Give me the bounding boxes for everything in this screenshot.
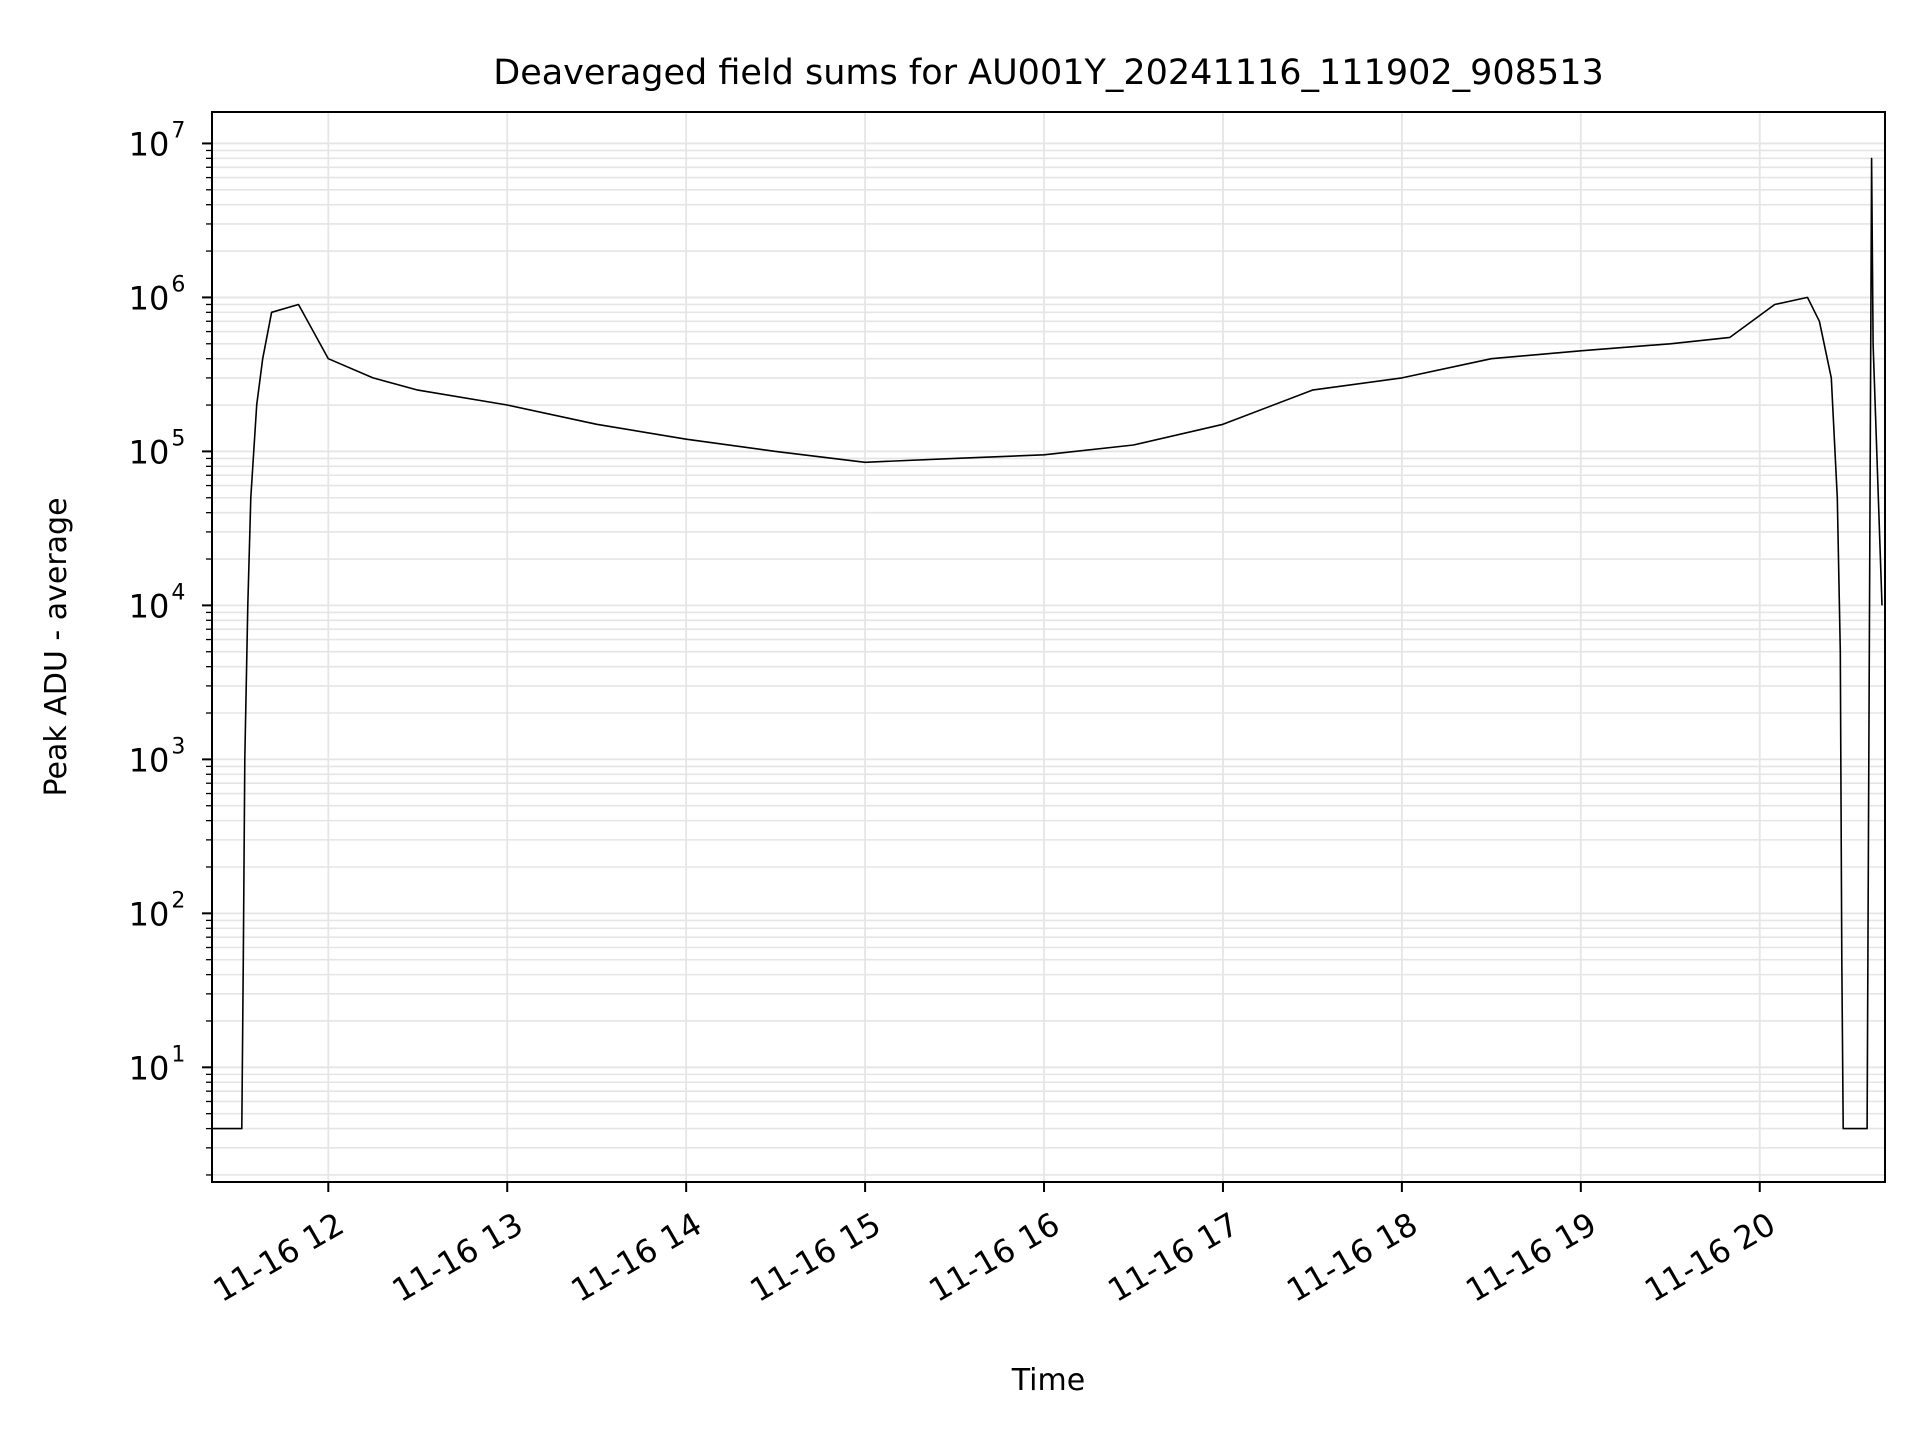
y-tick-exponent: 2 <box>171 888 185 913</box>
grid <box>212 112 1885 1182</box>
y-tick-exponent: 6 <box>171 272 185 297</box>
series-line <box>212 157 1883 1130</box>
y-tick-exponent: 7 <box>171 118 185 143</box>
y-tick-exponent: 5 <box>171 426 185 451</box>
y-tick-exponent: 3 <box>171 734 185 759</box>
y-axis-label: Peak ADU - average <box>39 497 74 796</box>
plot-frame <box>211 111 1886 1183</box>
y-tick-label: 102 <box>129 888 186 933</box>
x-axis-label: Time <box>1011 1363 1085 1398</box>
chart-title: Deaveraged field sums for AU001Y_2024111… <box>493 53 1603 93</box>
y-tick-label: 103 <box>129 734 186 779</box>
series-layer <box>212 157 1883 1130</box>
y-tick-exponent: 1 <box>171 1042 185 1067</box>
y-tick-exponent: 4 <box>171 580 185 605</box>
